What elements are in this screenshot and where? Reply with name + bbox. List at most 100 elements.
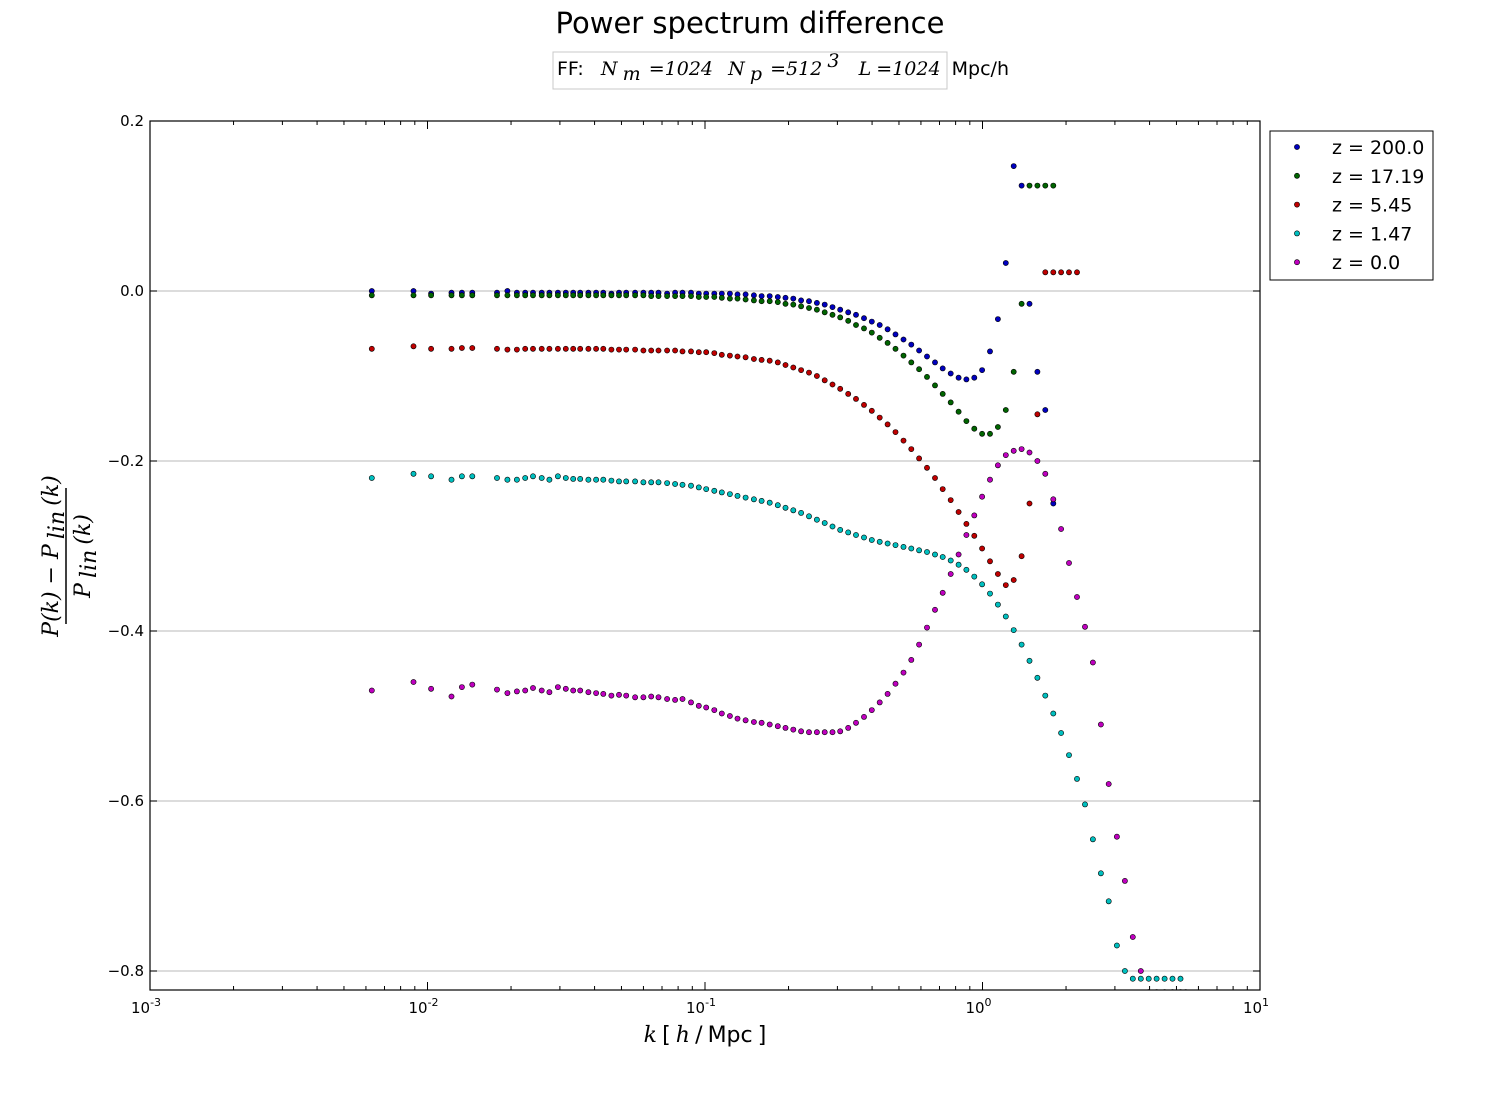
legend-marker: [1294, 230, 1300, 237]
data-point: [766, 298, 773, 305]
data-point: [593, 690, 599, 696]
data-point: [608, 292, 615, 299]
data-point: [538, 687, 545, 694]
legend-label: z = 200.0: [1332, 137, 1424, 159]
data-point: [837, 728, 844, 735]
data-point: [530, 292, 536, 299]
y-tick-label: 0.2: [120, 112, 144, 130]
data-point: [448, 476, 455, 483]
data-point: [963, 532, 970, 538]
data-point: [774, 502, 781, 509]
data-point: [546, 476, 553, 483]
data-point: [734, 715, 741, 722]
data-point: [555, 684, 561, 690]
data-point: [806, 305, 812, 311]
data-point: [821, 520, 828, 526]
data-point: [782, 362, 789, 368]
data-point: [774, 359, 781, 366]
data-point: [688, 293, 694, 299]
data-point: [742, 354, 749, 361]
data-point: [916, 347, 922, 354]
data-point: [562, 475, 569, 481]
data-point: [688, 699, 694, 706]
data-point: [751, 719, 757, 725]
data-point: [790, 726, 797, 733]
data-point: [955, 561, 962, 568]
data-point: [892, 429, 899, 435]
data-point: [932, 606, 938, 613]
data-point: [664, 480, 670, 486]
data-point: [1114, 833, 1120, 840]
data-point: [806, 513, 812, 520]
data-point: [640, 292, 647, 299]
data-point: [868, 707, 875, 713]
data-point: [640, 479, 647, 486]
data-point: [868, 329, 875, 336]
data-point: [908, 545, 915, 552]
data-point: [504, 292, 511, 299]
data-point: [504, 346, 511, 353]
data-point: [718, 294, 725, 301]
data-point: [1026, 300, 1033, 307]
series-3: [368, 470, 1184, 982]
data-point: [1161, 975, 1168, 982]
data-point: [868, 407, 875, 414]
data-point: [892, 345, 899, 352]
data-point: [806, 729, 812, 736]
data-point: [829, 381, 836, 388]
data-point: [955, 408, 962, 415]
data-point: [1105, 781, 1112, 787]
data-point: [458, 473, 465, 480]
data-point: [522, 475, 529, 481]
legend-marker: [1294, 201, 1300, 208]
data-point: [514, 688, 520, 695]
data-point: [924, 624, 930, 631]
data-point: [861, 534, 867, 541]
data-point: [947, 571, 954, 577]
data-point: [1050, 496, 1057, 503]
data-point: [711, 294, 718, 300]
data-point: [514, 292, 520, 299]
data-point: [1105, 898, 1112, 905]
x-tick-label: 100: [965, 996, 991, 1017]
data-point: [916, 366, 922, 373]
data-point: [600, 345, 607, 352]
data-point: [853, 532, 859, 538]
data-point: [837, 527, 844, 533]
data-point: [766, 357, 773, 364]
data-point: [555, 473, 561, 480]
data-point: [608, 477, 615, 484]
data-point: [514, 346, 520, 353]
data-point: [916, 455, 922, 462]
data-point: [458, 345, 465, 351]
data-point: [458, 292, 465, 299]
data-point: [908, 359, 915, 366]
data-point: [837, 306, 844, 313]
data-point: [955, 551, 962, 558]
data-point: [1074, 776, 1080, 782]
data-point: [1010, 627, 1017, 633]
data-point: [892, 542, 899, 548]
data-point: [608, 692, 615, 699]
data-point: [428, 345, 434, 352]
data-point: [428, 292, 434, 299]
data-point: [892, 331, 899, 338]
subtitle-text: FF: N m =1024 N p =512 3 L =1024 Mpc/h: [557, 50, 1009, 85]
data-point: [1010, 368, 1017, 375]
data-point: [368, 292, 375, 299]
data-point: [616, 478, 622, 485]
data-point: [655, 347, 662, 354]
data-point: [632, 346, 638, 353]
data-point: [766, 293, 773, 299]
data-point: [727, 295, 733, 302]
data-point: [876, 699, 883, 706]
data-point: [1018, 641, 1025, 648]
data-point: [837, 314, 844, 321]
data-point: [876, 414, 883, 421]
data-point: [1082, 801, 1088, 808]
data-point: [947, 399, 954, 406]
data-point: [932, 551, 938, 558]
data-point: [368, 345, 375, 352]
data-point: [876, 538, 883, 545]
